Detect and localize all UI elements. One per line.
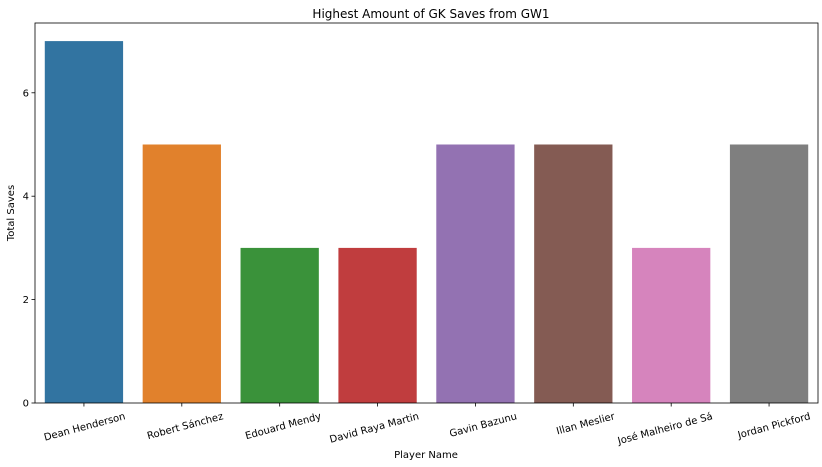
bar-3 bbox=[338, 247, 417, 403]
x-tick-label-0: Dean Henderson bbox=[43, 411, 127, 443]
y-tick-label-2: 4 bbox=[23, 192, 29, 203]
bar-5 bbox=[534, 144, 613, 404]
x-tick-label-7: Jordan Pickford bbox=[736, 411, 812, 441]
x-axis: Dean Henderson Robert Sánchez Edouard Mend… bbox=[43, 403, 812, 447]
x-tick-label-3: David Raya Martin bbox=[329, 411, 421, 445]
x-axis-label: Player Name bbox=[394, 450, 458, 461]
bar-2 bbox=[240, 247, 319, 403]
y-axis-label: Total Saves bbox=[6, 185, 17, 242]
plot-frame bbox=[34, 22, 819, 404]
bar-7 bbox=[729, 144, 809, 404]
y-tick-label-0: 0 bbox=[23, 399, 29, 410]
x-tick-label-2: Edouard Mendy bbox=[244, 411, 322, 442]
x-tick-label-4: Gavin Bazunu bbox=[448, 411, 518, 440]
y-tick-label-1: 2 bbox=[23, 295, 29, 306]
x-tick-label-6: José Malheiro de Sá bbox=[615, 410, 714, 447]
x-tick-label-1: Robert Sánchez bbox=[146, 410, 225, 442]
y-tick-label-3: 6 bbox=[23, 88, 29, 99]
x-tick-label-5: Illan Meslier bbox=[555, 411, 617, 437]
bar-0 bbox=[44, 41, 124, 403]
y-axis: 0 2 4 6 bbox=[23, 88, 35, 410]
bar-6 bbox=[632, 247, 711, 403]
bar-4 bbox=[436, 144, 515, 404]
bar-1 bbox=[142, 144, 221, 404]
chart-title: Highest Amount of GK Saves from GW1 bbox=[312, 7, 549, 21]
bars-group bbox=[44, 41, 809, 404]
